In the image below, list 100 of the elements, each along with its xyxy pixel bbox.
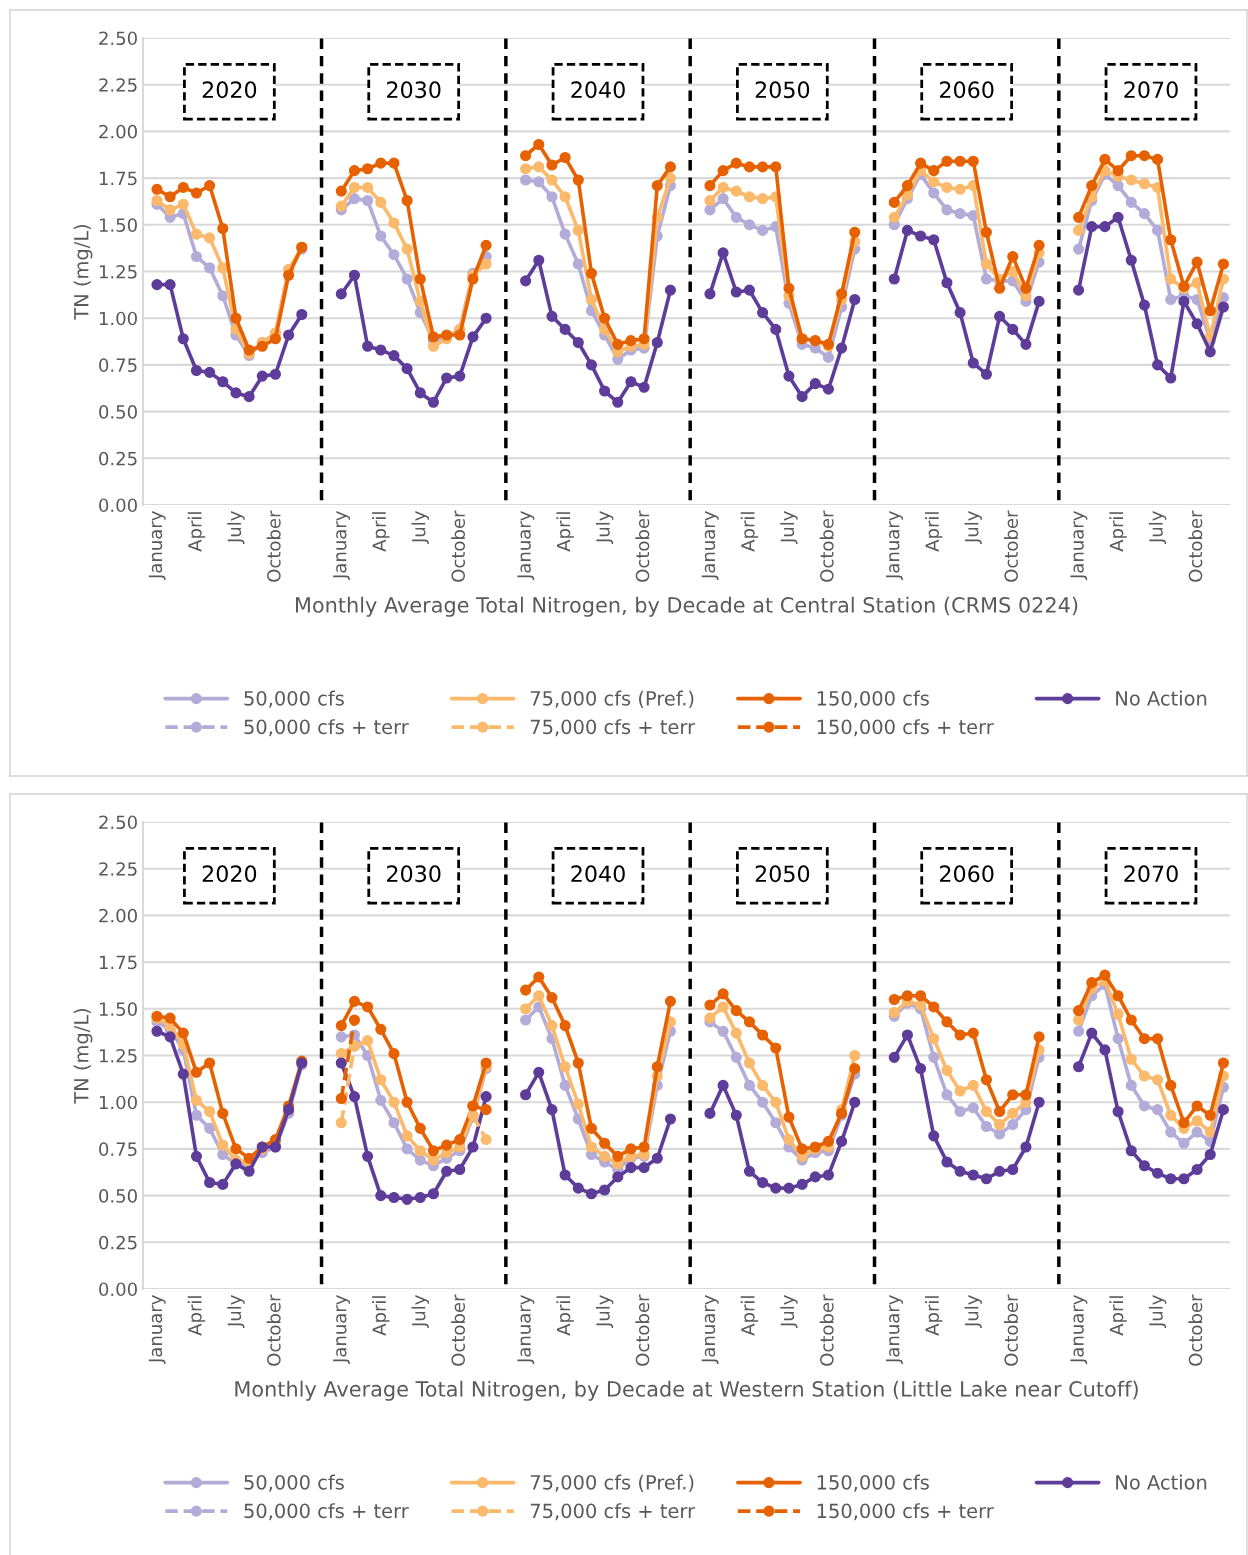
y-tick-label: 2.00 bbox=[99, 124, 137, 139]
annotation: 2030 bbox=[387, 865, 441, 883]
legend-label: 150,000 cfs bbox=[817, 690, 929, 708]
x-tick-label: January bbox=[701, 1295, 719, 1364]
x-tick-label: October bbox=[266, 1294, 281, 1366]
legend-label: 150,000 cfs + terr bbox=[817, 1503, 994, 1521]
x-tick-label: July bbox=[227, 1295, 245, 1328]
legend-label: No Action bbox=[1116, 690, 1207, 706]
x-tick-label: October bbox=[1004, 1294, 1018, 1366]
x-tick-label: January bbox=[517, 511, 535, 580]
y-tick-label: 0.75 bbox=[99, 358, 137, 373]
y-tick-label: 1.25 bbox=[99, 1048, 137, 1063]
y-tick-label: 0.75 bbox=[99, 1142, 137, 1157]
x-tick-label: April bbox=[740, 1296, 759, 1336]
y-tick-label: 1.75 bbox=[99, 171, 137, 186]
x-tick-label: January bbox=[148, 1295, 166, 1364]
x-tick-label: July bbox=[411, 1295, 430, 1328]
legend-label: 50,000 cfs + terr bbox=[244, 719, 409, 737]
annotation: 2070 bbox=[1124, 81, 1178, 99]
x-tick-label: April bbox=[372, 1296, 390, 1336]
y-tick-label: 0.00 bbox=[99, 1282, 137, 1297]
x-tick-label: October bbox=[819, 510, 834, 582]
x-tick-label: July bbox=[780, 1295, 798, 1328]
x-tick-label: January bbox=[148, 511, 166, 580]
x-tick-label: April bbox=[925, 512, 943, 552]
x-tick-label: July bbox=[964, 1295, 982, 1328]
y-tick-label: 0.25 bbox=[99, 1235, 137, 1250]
y-tick-label: 1.00 bbox=[99, 1095, 137, 1110]
annotation: 2040 bbox=[571, 865, 625, 883]
x-tick-label: January bbox=[333, 511, 351, 580]
x-tick-label: October bbox=[635, 510, 650, 582]
x-tick-label: April bbox=[740, 512, 759, 552]
x-tick-label: October bbox=[1188, 510, 1203, 582]
annotation: 2050 bbox=[755, 81, 810, 99]
x-tick-label: July bbox=[227, 511, 245, 544]
y-tick-label: 1.00 bbox=[99, 311, 137, 326]
annotation: 2040 bbox=[571, 81, 625, 99]
x-tick-label: January bbox=[1070, 1295, 1088, 1364]
annotation: 2020 bbox=[202, 81, 257, 99]
x-tick-label: April bbox=[1109, 512, 1127, 552]
x-tick-label: April bbox=[187, 1296, 206, 1336]
x-tick-label: October bbox=[635, 1294, 650, 1366]
x-tick-label: October bbox=[266, 510, 281, 582]
y-tick-label: 1.50 bbox=[99, 1002, 137, 1016]
legend-label: 75,000 cfs (Pref.) bbox=[530, 690, 694, 708]
legend-label: 75,000 cfs (Pref.) bbox=[530, 1474, 694, 1492]
y-tick-label: 2.25 bbox=[99, 78, 137, 92]
x-tick-label: January bbox=[333, 1295, 351, 1364]
y-axis-title: TN (mg/L) bbox=[73, 224, 93, 320]
x-tick-label: April bbox=[372, 512, 390, 552]
x-tick-label: July bbox=[595, 1295, 614, 1328]
annotation: 2050 bbox=[755, 865, 810, 883]
x-tick-label: July bbox=[780, 511, 798, 544]
x-tick-label: July bbox=[411, 511, 430, 544]
y-tick-label: 2.50 bbox=[99, 31, 137, 46]
legend-label: 50,000 cfs bbox=[244, 690, 344, 708]
x-tick-label: October bbox=[1188, 1294, 1203, 1366]
x-tick-label: July bbox=[1148, 1295, 1167, 1328]
y-tick-label: 0.00 bbox=[99, 498, 137, 513]
y-tick-label: 0.50 bbox=[99, 1189, 137, 1203]
x-tick-label: January bbox=[886, 511, 903, 580]
y-tick-label: 1.75 bbox=[99, 955, 137, 970]
x-tick-label: April bbox=[187, 512, 206, 552]
y-tick-label: 1.50 bbox=[99, 218, 137, 232]
x-tick-label: April bbox=[556, 512, 574, 552]
x-tick-label: January bbox=[886, 1295, 903, 1364]
x-tick-label: April bbox=[556, 1296, 574, 1336]
x-tick-label: July bbox=[1148, 511, 1167, 544]
y-tick-label: 2.50 bbox=[99, 815, 137, 830]
x-tick-label: January bbox=[517, 1295, 535, 1364]
x-tick-label: April bbox=[1109, 1296, 1127, 1336]
y-tick-label: 2.00 bbox=[99, 908, 137, 923]
x-tick-label: January bbox=[701, 511, 719, 580]
y-tick-label: 0.50 bbox=[99, 405, 137, 419]
annotation: 2060 bbox=[940, 81, 994, 99]
legend-label: No Action bbox=[1116, 1474, 1207, 1490]
x-tick-label: April bbox=[925, 1296, 943, 1336]
x-tick-label: October bbox=[451, 1294, 466, 1366]
annotation: 2030 bbox=[387, 81, 441, 99]
x-tick-label: July bbox=[595, 511, 614, 544]
legend-label: 150,000 cfs bbox=[817, 1474, 929, 1492]
x-axis-title: Monthly Average Total Nitrogen, by Decade at Western Station (Little Lake near Cutoff) bbox=[235, 1380, 1138, 1401]
x-tick-label: January bbox=[1070, 511, 1088, 580]
y-tick-label: 2.25 bbox=[99, 862, 137, 876]
legend-label: 75,000 cfs + terr bbox=[530, 1503, 696, 1521]
legend-label: 150,000 cfs + terr bbox=[817, 719, 994, 737]
annotation: 2060 bbox=[940, 865, 994, 883]
x-tick-label: July bbox=[964, 511, 982, 544]
x-tick-label: October bbox=[819, 1294, 834, 1366]
legend-label: 50,000 cfs bbox=[244, 1474, 344, 1492]
y-tick-label: 1.25 bbox=[99, 264, 137, 279]
annotation: 2070 bbox=[1124, 865, 1178, 883]
x-tick-label: October bbox=[451, 510, 466, 582]
y-tick-label: 0.25 bbox=[99, 451, 137, 466]
y-axis-title: TN (mg/L) bbox=[73, 1008, 93, 1104]
legend-label: 75,000 cfs + terr bbox=[530, 719, 696, 737]
annotation: 2020 bbox=[202, 865, 257, 883]
legend-label: 50,000 cfs + terr bbox=[244, 1503, 409, 1521]
x-tick-label: October bbox=[1004, 510, 1018, 582]
x-axis-title: Monthly Average Total Nitrogen, by Decade at Central Station (CRMS 0224) bbox=[295, 596, 1078, 617]
